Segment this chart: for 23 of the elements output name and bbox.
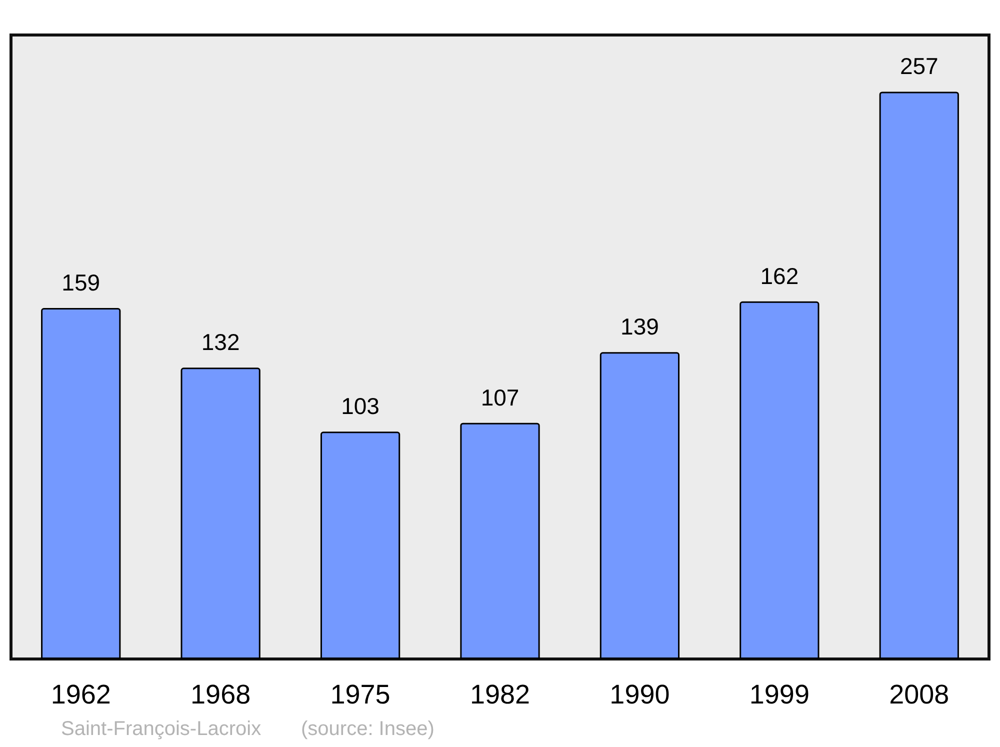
data-label: 159: [62, 270, 100, 296]
x-tick-label: 1968: [190, 680, 251, 710]
x-tick-label: 2008: [889, 680, 950, 710]
x-tick-label: 1990: [610, 680, 670, 710]
text: Saint-François-Lacroix: [61, 718, 262, 740]
bar: [180, 368, 260, 659]
bar: [740, 301, 820, 659]
data-label: 107: [480, 384, 520, 410]
x-tick-label: 1962: [50, 680, 111, 710]
x-tick-label: 1999: [749, 680, 810, 710]
x-tick-label: 1982: [470, 680, 530, 710]
bar: [41, 308, 121, 659]
data-label: 139: [620, 314, 659, 340]
bar: [879, 92, 959, 659]
data-label: 132: [201, 329, 240, 356]
text: (source: Insee): [301, 718, 434, 740]
bar: [320, 432, 400, 659]
data-label: 103: [341, 393, 380, 420]
bar: [460, 422, 540, 659]
x-tick-label: 1975: [330, 680, 390, 710]
data-label: 162: [760, 262, 799, 289]
data-label: 257: [900, 53, 938, 80]
bar: [600, 352, 680, 659]
